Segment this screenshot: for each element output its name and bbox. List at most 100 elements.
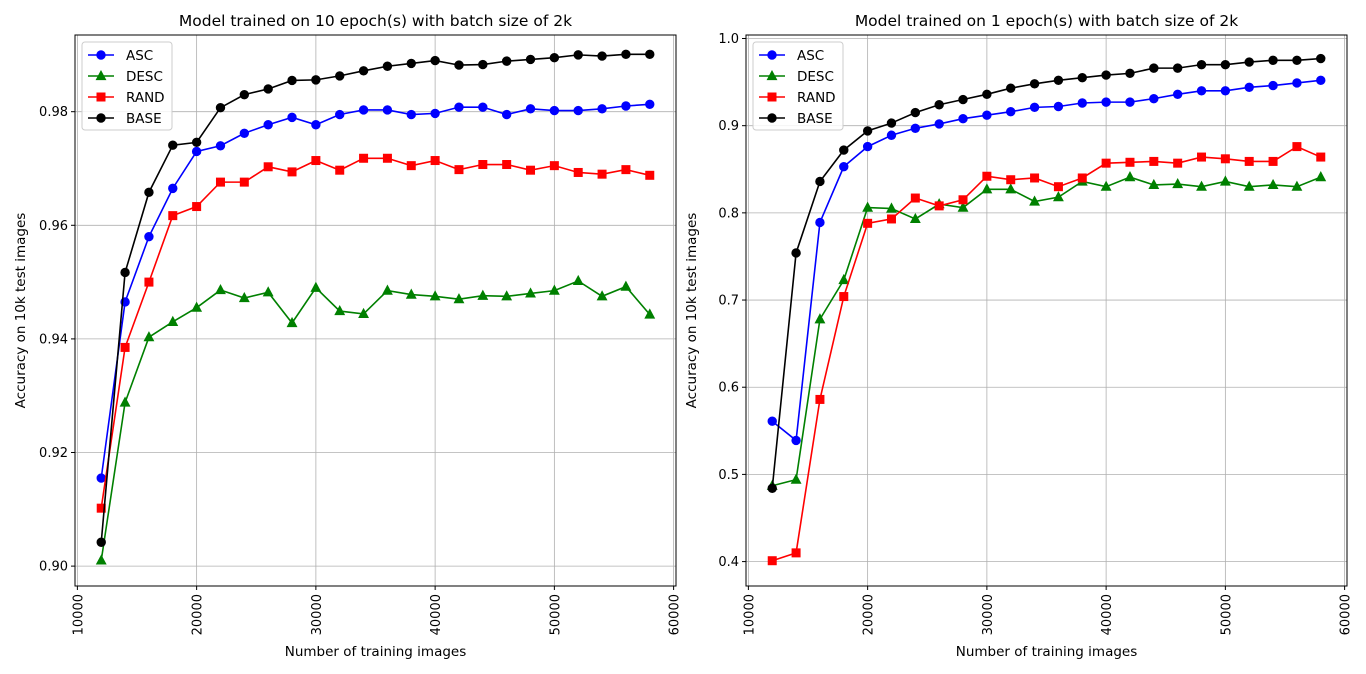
data-point xyxy=(144,231,154,242)
data-point xyxy=(1053,75,1064,86)
data-point xyxy=(1172,63,1183,73)
data-point xyxy=(406,58,416,69)
legend-label: ASC xyxy=(797,48,824,64)
data-point xyxy=(238,291,250,303)
gridlines xyxy=(746,35,1347,586)
data-point xyxy=(886,130,897,140)
series-asc xyxy=(767,75,1326,446)
data-point xyxy=(168,140,178,150)
data-point xyxy=(791,435,801,446)
data-point xyxy=(1124,171,1136,182)
data-point xyxy=(1029,79,1040,89)
data-point xyxy=(286,316,298,328)
legend-label: BASE xyxy=(126,111,162,127)
data-point xyxy=(1244,82,1254,93)
data-point xyxy=(597,51,607,61)
data-point xyxy=(381,284,393,295)
data-point xyxy=(790,473,802,484)
data-point xyxy=(549,53,560,63)
data-point xyxy=(1077,98,1087,108)
data-point xyxy=(982,89,992,99)
data-point xyxy=(429,290,441,301)
data-point xyxy=(1101,158,1111,168)
legend-marker xyxy=(766,69,778,81)
data-point xyxy=(886,202,897,213)
data-point xyxy=(119,396,131,407)
series-base xyxy=(767,53,1326,494)
data-point xyxy=(1125,97,1135,107)
data-point xyxy=(1149,156,1159,166)
data-point xyxy=(1100,180,1112,191)
data-point xyxy=(1053,101,1064,112)
data-point xyxy=(263,162,273,172)
legend-marker xyxy=(96,92,106,102)
data-point xyxy=(287,75,297,86)
legend-marker xyxy=(767,50,777,60)
data-point xyxy=(167,315,179,326)
data-point xyxy=(910,193,920,203)
legend-item-desc: DESC xyxy=(759,69,834,85)
data-point xyxy=(1005,183,1017,194)
data-point xyxy=(96,473,106,483)
data-point xyxy=(1006,107,1016,117)
data-point xyxy=(1149,63,1159,73)
chart-title: Model trained on 10 epoch(s) with batch … xyxy=(179,12,572,30)
data-point xyxy=(815,394,825,404)
data-point xyxy=(430,55,440,66)
data-point xyxy=(1268,80,1278,91)
data-point xyxy=(1052,191,1064,202)
data-point xyxy=(287,112,297,123)
y-tick-label: 0.90 xyxy=(39,560,68,575)
data-point xyxy=(910,123,921,133)
data-point xyxy=(791,248,801,258)
data-point xyxy=(645,49,655,60)
data-point xyxy=(958,195,968,205)
data-point xyxy=(143,331,155,342)
data-point xyxy=(597,104,607,114)
data-point xyxy=(96,503,106,513)
data-point xyxy=(549,161,559,171)
data-point xyxy=(644,308,656,319)
y-tick-label: 0.7 xyxy=(718,294,739,309)
data-point xyxy=(839,145,849,155)
legend-item-desc: DESC xyxy=(88,69,163,85)
legend-marker xyxy=(95,69,107,81)
data-point xyxy=(645,170,655,180)
data-point xyxy=(477,289,489,300)
data-point xyxy=(621,165,631,175)
data-point xyxy=(430,156,440,166)
y-tick-label: 0.4 xyxy=(718,555,739,570)
legend-label: RAND xyxy=(126,90,165,106)
data-point xyxy=(96,537,106,547)
plot-frame xyxy=(74,34,677,587)
data-point xyxy=(335,109,345,120)
y-tick-label: 0.5 xyxy=(718,468,739,483)
data-point xyxy=(1267,178,1279,190)
data-point xyxy=(791,548,801,558)
legend: ASC DESC RAND BASE xyxy=(752,41,844,131)
data-point xyxy=(934,119,944,129)
data-point xyxy=(191,301,203,312)
legend-item-base: BASE xyxy=(88,111,162,127)
legend-label: RAND xyxy=(797,90,836,106)
data-point xyxy=(1053,182,1063,192)
data-point xyxy=(478,59,488,70)
chart-title: Model trained on 1 epoch(s) with batch s… xyxy=(855,12,1238,30)
x-axis-label: Number of training images xyxy=(285,644,467,660)
data-point xyxy=(478,102,488,112)
chart-panel-right: 10000 20000 30000 40000 50000 60000 0.4 0.5 0.6 0… xyxy=(684,12,1354,660)
data-point xyxy=(621,101,631,111)
x-tick-label: 40000 xyxy=(429,594,444,635)
data-point xyxy=(1292,78,1302,88)
data-point xyxy=(239,177,249,187)
data-point xyxy=(525,287,536,298)
data-point xyxy=(573,105,583,116)
data-point xyxy=(311,156,321,166)
data-point xyxy=(382,105,393,115)
data-point xyxy=(1268,55,1278,65)
data-point xyxy=(454,102,464,112)
data-point xyxy=(1196,59,1207,70)
data-point xyxy=(144,277,154,287)
data-point xyxy=(572,274,584,286)
data-point xyxy=(501,109,512,120)
